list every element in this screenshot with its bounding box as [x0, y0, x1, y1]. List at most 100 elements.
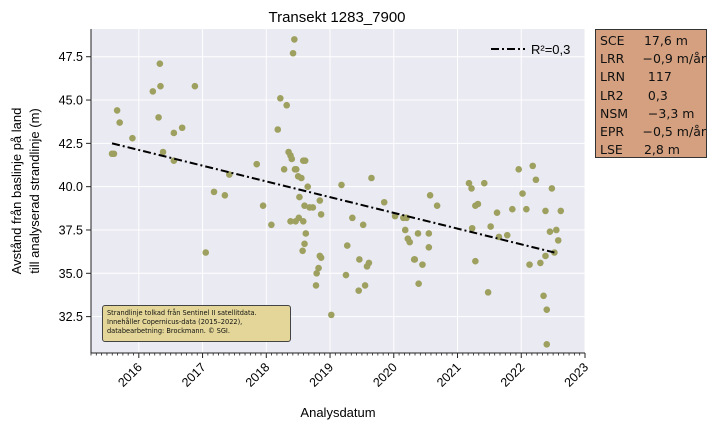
data-point: [523, 205, 530, 213]
x-tick-label: 2020: [370, 360, 400, 390]
data-point: [178, 124, 186, 132]
data-point: [472, 257, 479, 265]
data-point: [361, 282, 369, 289]
y-tick-label: 42.5: [59, 137, 83, 151]
data-point: [543, 341, 551, 348]
data-point: [415, 280, 422, 287]
x-tick-label: 2021: [434, 360, 464, 390]
data-point: [113, 107, 121, 114]
x-axis-label: Analysdatum: [300, 405, 375, 420]
stat-value: 17,6 m: [636, 33, 688, 48]
y-tick-label: 40.0: [59, 180, 83, 194]
data-point: [542, 207, 549, 215]
stat-row-lse: LSE 2,8 m: [600, 141, 706, 159]
stat-key: LRR: [600, 51, 625, 67]
stat-row-nsm: NSM −3,3 m: [600, 105, 706, 123]
data-point: [465, 179, 473, 187]
data-points: [108, 36, 565, 348]
data-point: [540, 292, 547, 300]
data-point: [365, 259, 373, 267]
data-point: [301, 157, 309, 164]
stat-row-sce: SCE 17,6 m: [600, 32, 706, 50]
stat-key: SCE: [600, 33, 625, 48]
data-point: [280, 166, 288, 173]
data-point: [546, 228, 554, 236]
stat-row-lrn: LRN 117: [600, 68, 706, 86]
data-point: [543, 306, 551, 313]
y-tick-label: 45.0: [59, 94, 83, 108]
data-point: [312, 282, 320, 289]
x-tick-label: 2016: [115, 360, 145, 390]
data-point: [343, 242, 351, 249]
data-point: [274, 126, 282, 133]
stat-value: −0,9 m/år: [634, 51, 706, 67]
data-point: [425, 230, 433, 237]
data-point: [299, 218, 307, 225]
stat-row-lr2: LR2 0,3: [600, 87, 706, 105]
x-tick-label: 2022: [498, 360, 528, 390]
data-point: [519, 190, 526, 197]
data-point: [425, 244, 433, 251]
y-axis-label-line-2: till analyserad strandlinje (m): [27, 108, 42, 273]
data-point: [401, 226, 409, 234]
data-source-note: Strandlinje tolkad från Sentinel II sate…: [102, 305, 291, 342]
data-point: [298, 174, 305, 182]
data-point: [159, 148, 167, 156]
data-point: [342, 271, 350, 279]
data-point: [433, 202, 441, 210]
data-point: [317, 211, 325, 218]
data-point: [313, 269, 320, 277]
trend-line: [111, 142, 555, 254]
legend-label: R²=0,3: [531, 42, 570, 57]
data-point: [380, 198, 388, 206]
data-point: [315, 264, 322, 272]
data-point: [356, 256, 363, 263]
x-tick-label: 2017: [179, 360, 209, 390]
stat-row-lrr: LRR −0,9 m/år: [600, 50, 706, 68]
data-point: [526, 261, 533, 268]
y-axis-label-line-1: Avstånd från baslinje på land: [9, 108, 24, 275]
data-point: [509, 205, 516, 213]
legend: R²=0,3: [491, 42, 570, 57]
data-point: [317, 254, 325, 262]
data-point: [542, 252, 549, 260]
data-point: [426, 192, 434, 199]
data-point: [221, 192, 229, 199]
data-point: [299, 247, 306, 255]
data-point: [288, 155, 296, 163]
data-point: [557, 207, 565, 215]
stat-value: 117: [636, 69, 672, 85]
data-point: [283, 101, 290, 109]
data-point: [316, 197, 324, 204]
data-point: [157, 82, 164, 90]
data-point: [349, 214, 356, 222]
data-point: [355, 287, 363, 294]
y-tick-label: 35.0: [59, 267, 83, 281]
data-point: [149, 88, 157, 95]
stat-key: NSM: [600, 105, 629, 121]
data-point: [259, 202, 267, 210]
data-point: [156, 60, 164, 67]
data-point: [110, 150, 118, 158]
stat-key: LRN: [600, 69, 625, 85]
data-point: [554, 237, 562, 244]
note-line: Innehåller Copernicus-data (2015–2022),: [107, 318, 243, 327]
note-line: Strandlinje tolkad från Sentinel II sate…: [107, 309, 257, 317]
trend-line-layer: [111, 142, 555, 254]
data-point: [548, 185, 556, 192]
data-point: [155, 114, 162, 121]
data-point: [503, 231, 511, 239]
x-tick-label: 2023: [562, 360, 592, 390]
data-point: [359, 221, 367, 229]
stat-key: EPR: [600, 124, 625, 140]
data-point: [253, 160, 261, 168]
x-tick-label: 2018: [243, 360, 273, 390]
data-point: [292, 166, 300, 173]
stat-key: LSE: [600, 142, 623, 158]
y-tick-label: 32.5: [59, 310, 83, 324]
data-point: [291, 36, 298, 43]
data-point: [468, 224, 476, 232]
x-tick-label: 2019: [307, 360, 337, 390]
data-point: [296, 193, 303, 201]
